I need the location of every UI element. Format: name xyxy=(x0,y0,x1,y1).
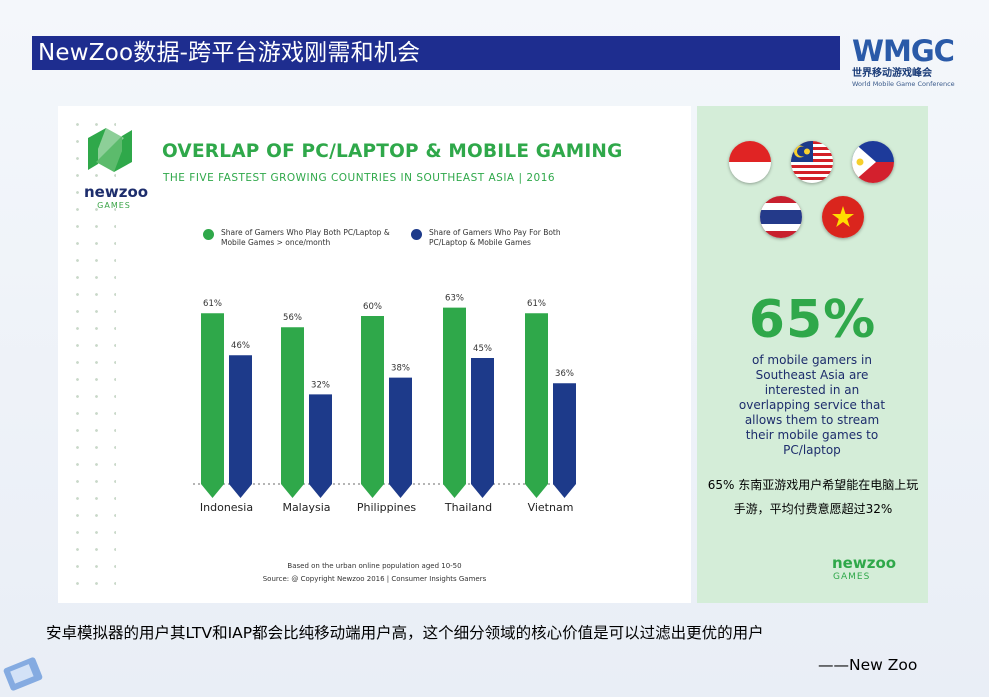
footnote-source: Source: @ Copyright Newzoo 2016 | Consum… xyxy=(262,575,487,583)
bar-play-indonesia xyxy=(201,313,224,498)
bar-chart: 61% 46% Indonesia 56% 32% Malaysia 60% 38% Phili… xyxy=(193,294,578,514)
chart-subtitle: THE FIVE FASTEST GROWING COUNTRIES IN SO… xyxy=(163,172,556,184)
bar-pay-thailand xyxy=(471,358,494,498)
newzoo-logo-icon xyxy=(88,128,132,172)
category-label-indonesia: Indonesia xyxy=(200,501,253,514)
panel-newzoo-games: GAMES xyxy=(833,572,871,582)
data-label-pay-philippines: 38% xyxy=(391,364,410,374)
wmgc-logo: WMGC 世界移动游戏峰会 World Mobile Game Conferen… xyxy=(852,36,970,89)
big-percentage: 65% xyxy=(748,290,877,350)
data-label-play-indonesia: 61% xyxy=(203,299,222,309)
data-label-pay-vietnam: 36% xyxy=(555,369,574,379)
legend-dot-blue xyxy=(411,229,422,240)
data-label-play-malaysia: 56% xyxy=(283,313,302,323)
data-label-pay-indonesia: 46% xyxy=(231,341,250,351)
category-label-malaysia: Malaysia xyxy=(282,501,330,514)
thailand-flag-icon xyxy=(760,196,802,238)
chinese-note: 65% 东南亚游戏用户希望能在电脑上玩手游，平均付费意愿超过32% xyxy=(707,478,919,516)
dot-pattern xyxy=(68,116,116,596)
bar-pay-malaysia xyxy=(309,394,332,498)
data-label-pay-malaysia: 32% xyxy=(311,380,330,390)
panel-newzoo-brand: newzoo xyxy=(832,554,897,572)
legend-label-play: Share of Gamers Who Play Both PC/Laptop … xyxy=(221,228,390,247)
bar-play-vietnam xyxy=(525,313,548,498)
percentage-description: of mobile gamers in Southeast Asia are i… xyxy=(738,353,886,457)
malaysia-flag-icon xyxy=(791,141,833,183)
stat-panel xyxy=(697,106,928,603)
footnote-population: Based on the urban online population age… xyxy=(287,562,462,570)
quote-attribution: ——New Zoo xyxy=(818,656,918,674)
legend-item-pay: Share of Gamers Who Pay For Both PC/Lapt… xyxy=(411,228,589,248)
bar-pay-philippines xyxy=(389,377,412,498)
category-label-vietnam: Vietnam xyxy=(528,501,574,514)
bar-play-thailand xyxy=(443,307,466,498)
data-label-play-vietnam: 61% xyxy=(527,299,546,309)
newzoo-brand: newzoo xyxy=(84,183,149,201)
legend-item-play: Share of Gamers Who Play Both PC/Laptop … xyxy=(203,228,391,248)
data-label-pay-thailand: 45% xyxy=(473,344,492,354)
data-label-play-thailand: 63% xyxy=(445,294,464,304)
indonesia-flag-icon xyxy=(729,141,771,183)
wmgc-mark: WMGC xyxy=(852,34,955,68)
data-label-play-philippines: 60% xyxy=(363,302,382,312)
bar-pay-vietnam xyxy=(553,383,576,498)
wmgc-english-name: World Mobile Game Conference xyxy=(852,80,955,88)
legend-label-pay: Share of Gamers Who Pay For Both PC/Lapt… xyxy=(429,228,561,247)
bar-play-philippines xyxy=(361,316,384,498)
wmgc-chinese-name: 世界移动游戏峰会 xyxy=(852,68,932,79)
corner-decoration-icon xyxy=(3,657,43,691)
category-label-philippines: Philippines xyxy=(357,501,417,514)
chart-title: OVERLAP OF PC/LAPTOP & MOBILE GAMING xyxy=(162,141,623,162)
slide-title: NewZoo数据-跨平台游戏刚需和机会 xyxy=(32,36,840,70)
category-label-thailand: Thailand xyxy=(444,501,492,514)
vietnam-flag-icon xyxy=(822,196,864,238)
philippines-flag-icon xyxy=(852,141,894,183)
bar-play-malaysia xyxy=(281,327,304,498)
bar-pay-indonesia xyxy=(229,355,252,498)
newzoo-games: GAMES xyxy=(97,201,131,210)
slide-quote: 安卓模拟器的用户其LTV和IAP都会比纯移动端用户高，这个细分领域的核心价值是可… xyxy=(46,624,764,642)
legend-dot-green xyxy=(203,229,214,240)
